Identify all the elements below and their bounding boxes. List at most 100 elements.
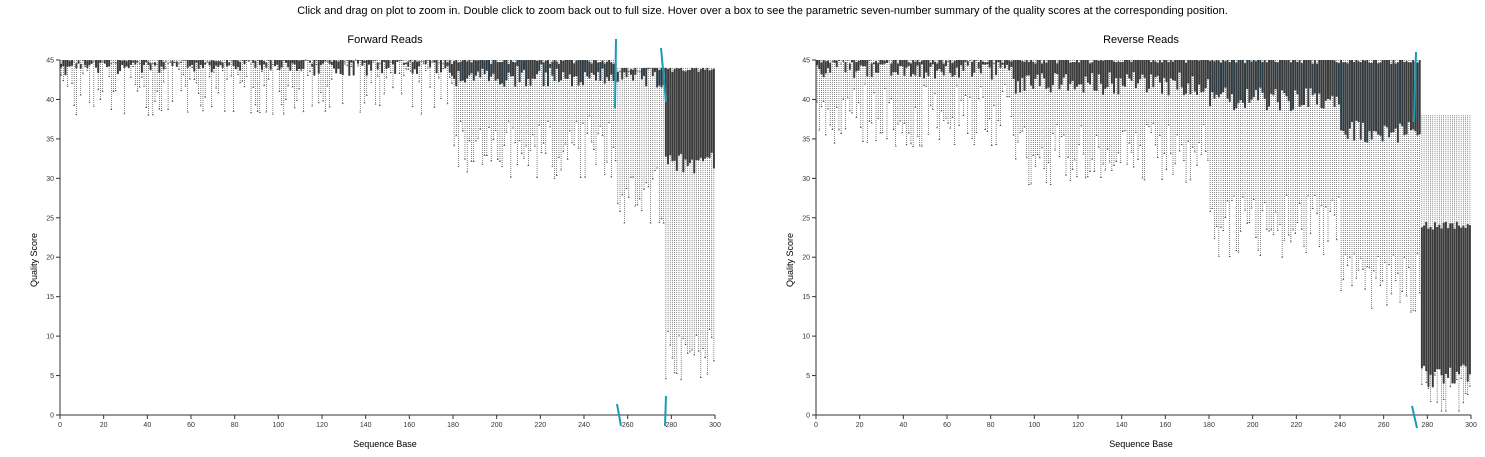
box-position[interactable] bbox=[411, 60, 414, 107]
box-position[interactable] bbox=[171, 60, 174, 102]
box-position[interactable] bbox=[603, 60, 606, 175]
box-position[interactable] bbox=[420, 60, 423, 115]
box-position[interactable] bbox=[1451, 115, 1454, 384]
box-position[interactable] bbox=[391, 60, 394, 89]
box-position[interactable] bbox=[866, 60, 869, 143]
box-position[interactable] bbox=[1117, 60, 1120, 154]
box-position[interactable] bbox=[178, 60, 180, 70]
box-position[interactable] bbox=[302, 60, 305, 113]
box-position[interactable] bbox=[712, 67, 715, 362]
box-position[interactable] bbox=[682, 67, 685, 339]
box-position[interactable] bbox=[905, 60, 908, 146]
box-position[interactable] bbox=[859, 60, 862, 129]
box-position[interactable] bbox=[846, 60, 849, 99]
box-position[interactable] bbox=[343, 60, 346, 65]
box-position[interactable] bbox=[359, 60, 362, 113]
box-position[interactable] bbox=[260, 60, 263, 72]
box-position[interactable] bbox=[1189, 60, 1192, 181]
box-position[interactable] bbox=[822, 60, 825, 102]
box-position[interactable] bbox=[1265, 60, 1268, 230]
box-position[interactable] bbox=[857, 60, 860, 104]
box-position[interactable] bbox=[440, 60, 442, 99]
box-position[interactable] bbox=[383, 60, 386, 95]
box-position[interactable] bbox=[903, 60, 906, 124]
box-position[interactable] bbox=[134, 60, 137, 85]
box-position[interactable] bbox=[1392, 60, 1395, 256]
box-position[interactable] bbox=[271, 60, 274, 115]
box-position[interactable] bbox=[522, 60, 525, 159]
box-position[interactable] bbox=[245, 60, 248, 77]
box-position[interactable] bbox=[1257, 60, 1260, 251]
box-position[interactable] bbox=[1213, 60, 1216, 239]
box-position[interactable] bbox=[901, 60, 904, 134]
box-position[interactable] bbox=[1372, 60, 1375, 272]
box-position[interactable] bbox=[1307, 60, 1310, 197]
box-position[interactable] bbox=[542, 60, 545, 144]
box-position[interactable] bbox=[1442, 115, 1445, 400]
box-position[interactable] bbox=[289, 60, 292, 71]
box-position[interactable] bbox=[1433, 115, 1436, 376]
box-position[interactable] bbox=[1202, 60, 1205, 125]
box-position[interactable] bbox=[1355, 60, 1358, 279]
box-position[interactable] bbox=[1032, 60, 1035, 156]
box-position[interactable] bbox=[413, 60, 416, 70]
box-position[interactable] bbox=[212, 60, 215, 73]
box-position[interactable] bbox=[1313, 60, 1316, 196]
box-position[interactable] bbox=[73, 60, 76, 106]
box-position[interactable] bbox=[1364, 60, 1367, 290]
box-position[interactable] bbox=[1296, 60, 1299, 223]
box-position[interactable] bbox=[387, 60, 390, 68]
box-position[interactable] bbox=[468, 60, 471, 142]
box-position[interactable] bbox=[1420, 115, 1423, 385]
box-position[interactable] bbox=[949, 60, 952, 129]
box-position[interactable] bbox=[459, 60, 462, 122]
box-position[interactable] bbox=[385, 60, 388, 79]
box-position[interactable] bbox=[1436, 115, 1439, 403]
box-position[interactable] bbox=[1106, 60, 1109, 150]
box-position[interactable] bbox=[1132, 60, 1135, 168]
box-position[interactable] bbox=[623, 67, 626, 224]
box-position[interactable] bbox=[1008, 60, 1011, 98]
box-position[interactable] bbox=[1224, 60, 1227, 218]
box-position[interactable] bbox=[116, 60, 119, 75]
box-position[interactable] bbox=[1294, 60, 1297, 234]
box-position[interactable] bbox=[138, 60, 141, 88]
box-position[interactable] bbox=[684, 67, 687, 346]
box-position[interactable] bbox=[653, 67, 656, 171]
box-position[interactable] bbox=[1154, 60, 1157, 146]
box-position[interactable] bbox=[1348, 60, 1351, 259]
box-position[interactable] bbox=[1401, 60, 1404, 292]
box-position[interactable] bbox=[1316, 60, 1319, 215]
box-position[interactable] bbox=[494, 60, 497, 131]
box-position[interactable] bbox=[188, 60, 191, 80]
box-position[interactable] bbox=[1143, 60, 1146, 181]
box-position[interactable] bbox=[448, 60, 451, 78]
box-position[interactable] bbox=[894, 60, 897, 147]
box-position[interactable] bbox=[488, 60, 491, 128]
box-position[interactable] bbox=[1333, 60, 1336, 216]
box-position[interactable] bbox=[693, 67, 696, 356]
box-position[interactable] bbox=[1080, 60, 1083, 127]
box-position[interactable] bbox=[1394, 60, 1397, 281]
box-position[interactable] bbox=[103, 60, 106, 64]
box-position[interactable] bbox=[549, 60, 552, 128]
box-position[interactable] bbox=[182, 60, 185, 76]
box-position[interactable] bbox=[202, 60, 204, 112]
box-position[interactable] bbox=[1302, 60, 1305, 247]
box-position[interactable] bbox=[575, 60, 578, 123]
box-position[interactable] bbox=[361, 60, 364, 66]
box-position[interactable] bbox=[1468, 115, 1471, 387]
box-position[interactable] bbox=[947, 60, 950, 124]
box-position[interactable] bbox=[820, 60, 823, 108]
box-position[interactable] bbox=[431, 60, 434, 63]
box-position[interactable] bbox=[474, 60, 477, 142]
box-position[interactable] bbox=[669, 67, 672, 346]
box-position[interactable] bbox=[555, 60, 558, 176]
box-position[interactable] bbox=[649, 67, 652, 224]
box-position[interactable] bbox=[1447, 115, 1450, 378]
box-position[interactable] bbox=[610, 60, 613, 178]
box-position[interactable] bbox=[66, 60, 69, 87]
box-position[interactable] bbox=[831, 60, 834, 130]
box-position[interactable] bbox=[636, 67, 639, 206]
box-position[interactable] bbox=[1187, 60, 1190, 143]
